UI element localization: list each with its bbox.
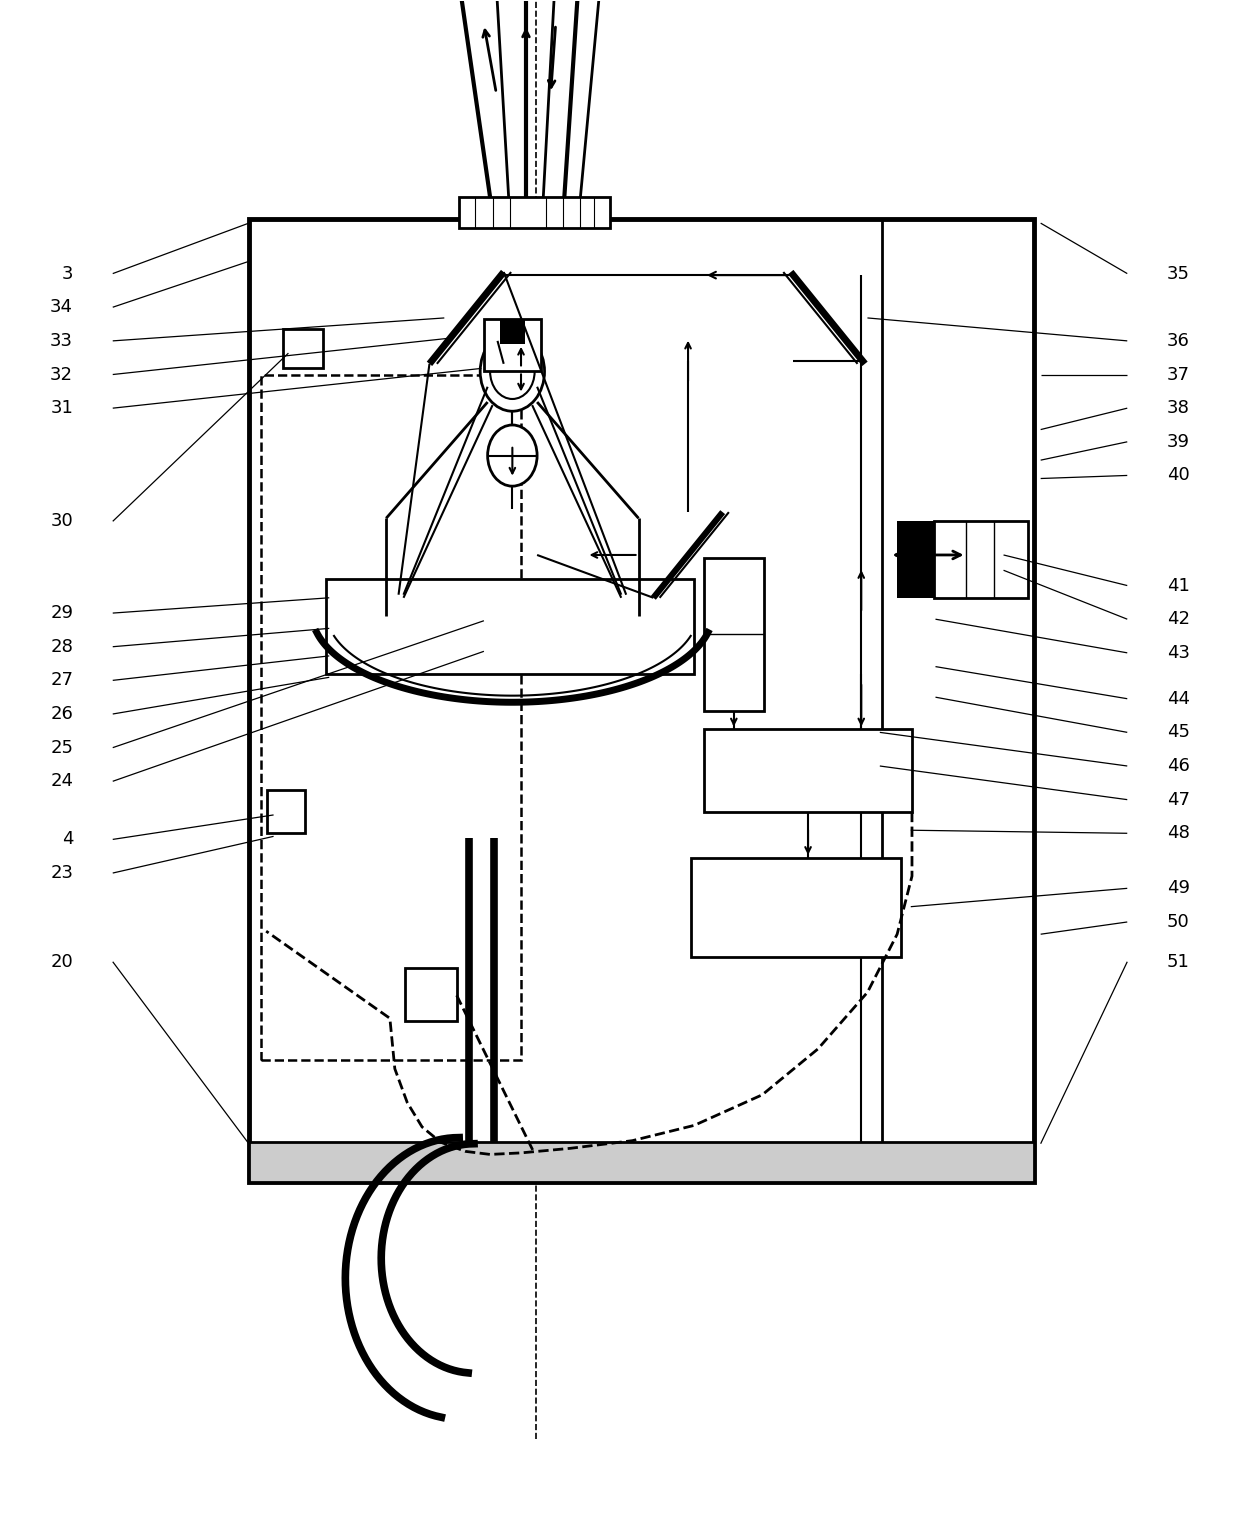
Text: 42: 42: [1167, 610, 1190, 628]
Text: 26: 26: [51, 705, 73, 723]
Text: 34: 34: [50, 299, 73, 316]
Circle shape: [490, 345, 534, 398]
Text: 38: 38: [1167, 400, 1189, 417]
Text: 27: 27: [50, 671, 73, 689]
Text: 47: 47: [1167, 791, 1190, 809]
Text: 40: 40: [1167, 466, 1189, 484]
Text: 25: 25: [50, 738, 73, 757]
Text: 4: 4: [62, 830, 73, 849]
Text: 48: 48: [1167, 824, 1189, 843]
Text: 23: 23: [50, 864, 73, 882]
Bar: [934, 521, 1028, 597]
Text: 3: 3: [62, 265, 73, 282]
Bar: [249, 219, 1034, 1183]
Text: 24: 24: [50, 772, 73, 791]
Text: 50: 50: [1167, 913, 1189, 931]
Text: 31: 31: [51, 400, 73, 417]
Text: 44: 44: [1167, 689, 1190, 708]
Text: 35: 35: [1167, 265, 1190, 282]
Bar: [704, 558, 764, 711]
Text: 32: 32: [50, 366, 73, 383]
Bar: [326, 579, 694, 674]
Text: 33: 33: [50, 332, 73, 349]
Text: 36: 36: [1167, 332, 1189, 349]
Bar: [484, 320, 541, 371]
Bar: [704, 729, 911, 812]
Bar: [459, 198, 610, 228]
Text: 51: 51: [1167, 953, 1189, 971]
Text: 46: 46: [1167, 757, 1189, 775]
Bar: [249, 1143, 1034, 1183]
Bar: [500, 320, 525, 345]
Text: 45: 45: [1167, 723, 1190, 741]
Text: 39: 39: [1167, 434, 1190, 450]
Text: 29: 29: [50, 604, 73, 622]
Bar: [897, 521, 934, 597]
Bar: [284, 329, 324, 368]
Text: 20: 20: [51, 953, 73, 971]
Bar: [262, 374, 521, 1060]
Text: 43: 43: [1167, 643, 1190, 662]
Circle shape: [487, 424, 537, 486]
Bar: [268, 791, 305, 833]
Text: 37: 37: [1167, 366, 1190, 383]
Text: 49: 49: [1167, 879, 1190, 898]
Text: 30: 30: [51, 512, 73, 530]
Bar: [691, 858, 900, 958]
Text: 28: 28: [51, 637, 73, 656]
Bar: [404, 968, 456, 1022]
Circle shape: [480, 332, 544, 411]
Text: 41: 41: [1167, 576, 1189, 594]
